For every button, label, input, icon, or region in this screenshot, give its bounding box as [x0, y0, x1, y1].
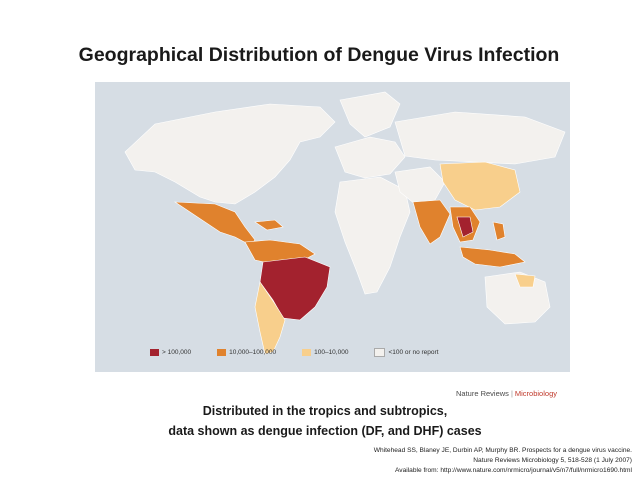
caribbean-region: [254, 219, 284, 231]
citation-line-1: Whitehead SS, Blaney JE, Durbin AP, Murp…: [373, 447, 632, 454]
legend-swatch: [150, 349, 159, 356]
thailand-region: [456, 216, 474, 238]
mexico-central-america-region: [173, 201, 256, 246]
australia-land: [484, 271, 551, 325]
greenland-land: [339, 91, 401, 138]
legend-swatch: [302, 349, 312, 356]
north-asia-land: [394, 111, 566, 165]
legend-item-over-100000: > 100,000: [150, 349, 191, 356]
brand-left: Nature Reviews: [456, 389, 509, 398]
brand-right: Microbiology: [514, 389, 557, 398]
legend-label: <100 or no report: [388, 349, 439, 356]
india-region: [412, 199, 451, 245]
north-america-land: [124, 103, 336, 205]
legend-item-10000-100000: 10,000–100,000: [217, 349, 276, 356]
philippines-region: [492, 221, 506, 241]
caption-line-2: data shown as dengue infection (DF, and …: [168, 424, 482, 438]
middle-east-land: [394, 166, 446, 205]
legend-swatch: [374, 348, 386, 357]
indonesia-region: [459, 246, 526, 268]
world-map-svg: [124, 91, 566, 355]
caption-line-1: Distributed in the tropics and subtropic…: [202, 404, 448, 418]
africa-land: [334, 176, 411, 295]
slide-title: Geographical Distribution of Dengue Viru…: [78, 44, 560, 66]
citation-line-3: Available from: http://www.nature.com/nr…: [395, 467, 632, 474]
northern-australia-region: [514, 273, 536, 288]
legend-item-under-100-no-report: <100 or no report: [374, 348, 439, 357]
legend-item-100-10000: 100–10,000: [302, 349, 348, 356]
map-legend: > 100,000 10,000–100,000 100–10,000 <100…: [150, 348, 439, 357]
legend-label: > 100,000: [162, 349, 192, 356]
china-region: [439, 161, 521, 211]
brand-separator: |: [510, 389, 513, 398]
legend-label: 100–10,000: [314, 349, 349, 356]
legend-swatch: [217, 349, 227, 356]
nature-reviews-brand: Nature Reviews | Microbiology: [456, 389, 557, 398]
world-map: [95, 82, 570, 372]
southern-south-america-region: [254, 281, 286, 355]
citation: Whitehead SS, Blaney JE, Durbin AP, Murp…: [374, 446, 632, 476]
citation-line-2: Nature Reviews Microbiology 5, 518-528 (…: [473, 457, 632, 464]
europe-land: [334, 136, 406, 179]
legend-label: 10,000–100,000: [229, 349, 277, 356]
brazil-region: [259, 256, 331, 321]
